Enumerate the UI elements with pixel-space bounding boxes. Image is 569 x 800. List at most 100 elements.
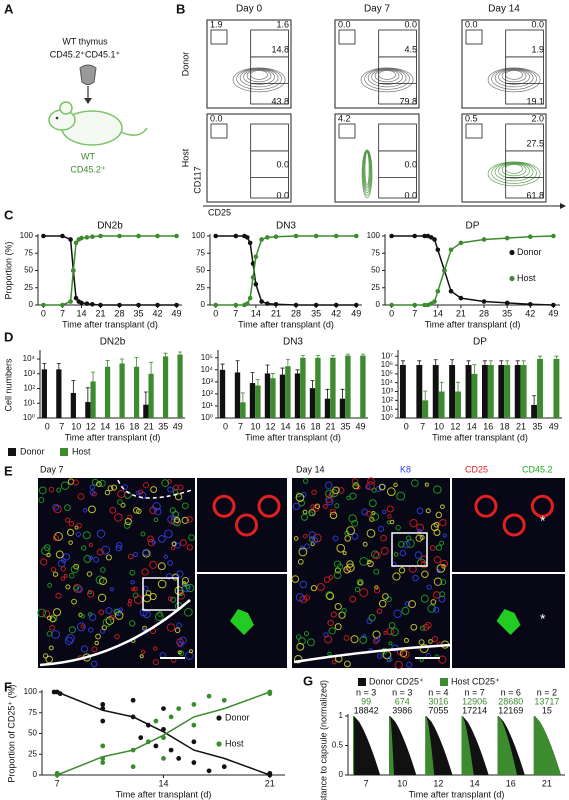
- gate: [465, 29, 483, 45]
- gate-value: 0.0: [338, 19, 351, 29]
- error-bar: [472, 364, 477, 374]
- y-tick-label: 10²: [381, 395, 393, 404]
- capsule-line: [117, 479, 193, 499]
- data-point: [84, 235, 90, 240]
- count-label: 13717: [534, 696, 559, 706]
- y-tick-label: 75: [28, 708, 37, 717]
- cell: [296, 642, 305, 651]
- cell: [373, 638, 379, 645]
- y-tick-label: 10⁴: [381, 378, 394, 387]
- cell: [356, 578, 364, 586]
- axis-label: CD25: [208, 207, 231, 217]
- cell: [433, 485, 442, 494]
- data-point: [481, 237, 487, 242]
- legend-marker: [509, 249, 515, 256]
- cell: [117, 499, 123, 506]
- data-point: [250, 275, 256, 280]
- cell: [334, 623, 342, 631]
- row-label: Donor: [180, 52, 190, 77]
- cell: [157, 579, 167, 589]
- cell: [395, 524, 401, 531]
- cell: [310, 504, 315, 509]
- bar: [294, 373, 301, 418]
- cell: [300, 513, 308, 521]
- data-point: [428, 301, 434, 306]
- cell: [173, 516, 181, 524]
- data-point: [432, 237, 437, 242]
- cell: [90, 660, 98, 668]
- bar: [360, 355, 366, 418]
- contour: [487, 67, 541, 93]
- error-bar: [360, 353, 365, 356]
- cell: [341, 607, 347, 614]
- row-label: Host: [180, 148, 190, 167]
- error-bar: [340, 388, 345, 399]
- contour: [232, 67, 286, 93]
- cell: [83, 555, 92, 563]
- cell: [502, 513, 526, 537]
- cell: [426, 584, 432, 590]
- cell: [424, 482, 429, 487]
- cell: [398, 541, 405, 548]
- cell: [377, 525, 385, 533]
- cell: [373, 551, 381, 560]
- bar: [119, 363, 125, 418]
- cell: [73, 563, 80, 570]
- y-tick-label: 25: [24, 283, 33, 292]
- data-point: [265, 301, 270, 306]
- cell: [118, 607, 123, 612]
- cell: [368, 613, 376, 622]
- cell: [171, 541, 177, 547]
- cell: [380, 546, 389, 556]
- cell: [154, 612, 164, 621]
- data-point: [98, 302, 103, 308]
- x-tick-label: 35: [340, 421, 350, 431]
- data-point: [448, 288, 454, 294]
- cell: [174, 627, 181, 634]
- cell: [71, 598, 77, 605]
- cell: [46, 552, 51, 558]
- gate-value: 0.0: [404, 19, 417, 29]
- cell: [298, 499, 306, 507]
- cell: [346, 495, 351, 501]
- x-tick-label: 7: [238, 421, 243, 431]
- error-bar: [265, 364, 270, 374]
- cell: [342, 551, 347, 556]
- bar: [148, 373, 154, 418]
- legend-label: Host: [517, 273, 536, 283]
- x-tick-label: 7: [420, 421, 425, 431]
- cell: [80, 624, 85, 629]
- cell: [147, 539, 156, 547]
- cell: [177, 650, 182, 655]
- cell: [402, 541, 411, 549]
- data-point: [161, 706, 166, 711]
- data-point: [206, 768, 212, 774]
- cell: [176, 570, 184, 578]
- cell: [64, 636, 74, 646]
- cell: [174, 586, 184, 596]
- cell: [141, 568, 149, 576]
- gate: [338, 29, 356, 45]
- data-point: [90, 302, 95, 307]
- cell: [88, 505, 96, 514]
- data-point: [412, 233, 418, 239]
- contour: [361, 149, 373, 199]
- y-tick-label: 10⁰: [23, 413, 35, 422]
- data-point: [79, 235, 84, 241]
- bar: [56, 369, 62, 418]
- cell: [114, 513, 123, 522]
- cell: [133, 595, 143, 605]
- cell: [43, 653, 49, 659]
- cell: [303, 533, 308, 539]
- x-tick-label: 0: [41, 308, 46, 318]
- count-label: 28680: [498, 696, 523, 706]
- data-point: [68, 299, 73, 304]
- error-bar: [439, 381, 444, 392]
- micrograph: [197, 478, 287, 572]
- cell: [374, 636, 381, 643]
- cell: [428, 639, 433, 644]
- bar: [143, 404, 149, 418]
- mouse-ear: [59, 101, 73, 115]
- cell: [323, 576, 331, 583]
- cell: [98, 479, 106, 487]
